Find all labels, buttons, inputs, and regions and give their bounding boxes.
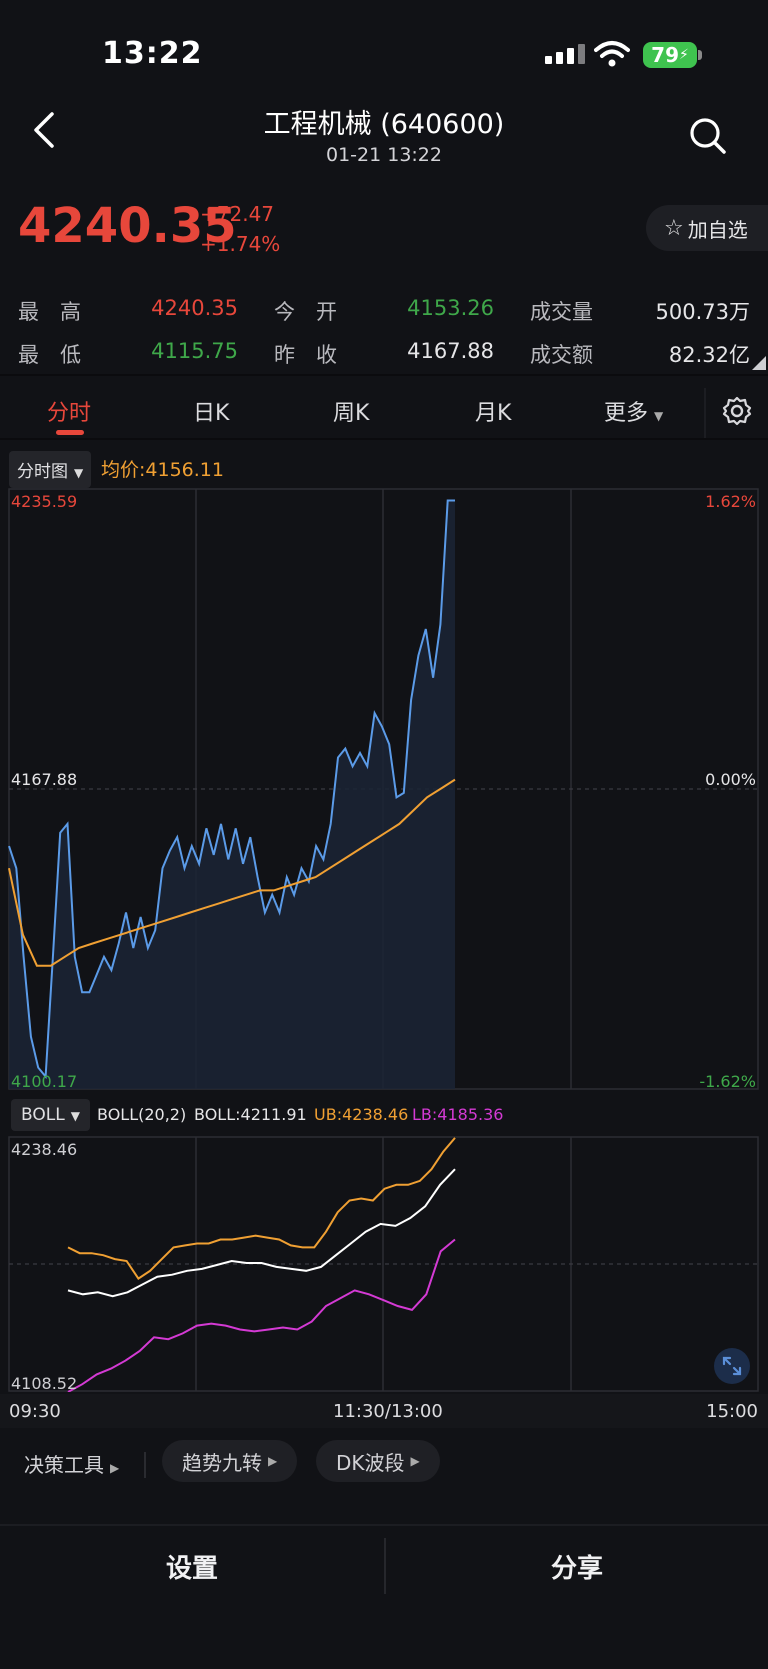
boll-ub: UB:4238.46 [314, 1105, 409, 1124]
back-arrow-icon[interactable] [30, 110, 58, 150]
bottom-divider [384, 1538, 386, 1594]
boll-mid-line [67, 1168, 456, 1298]
tab-monthly-k[interactable]: 月K [475, 401, 512, 426]
page-title: 工程机械 (640600) [263, 109, 505, 140]
dropdown-arrow-icon: ▼ [70, 1109, 80, 1123]
price-area-fill [9, 500, 455, 1089]
high-value: 4240.35 [151, 296, 238, 320]
status-time: 13:22 [102, 36, 203, 71]
boll-lb: LB:4185.36 [412, 1105, 504, 1124]
boll-chart[interactable] [0, 1136, 768, 1392]
battery-tip [698, 50, 702, 60]
current-price: 4240.35 [18, 198, 237, 254]
y-axis-top: 4235.59 [11, 492, 78, 511]
pct-axis-bottom: -1.62% [699, 1072, 756, 1091]
price-line [8, 499, 455, 1080]
tab-daily-k[interactable]: 日K [193, 401, 230, 426]
boll-mid: BOLL:4211.91 [194, 1105, 307, 1124]
dropdown-arrow-icon: ▼ [74, 466, 84, 480]
volume-value: 500.73万 [655, 300, 750, 324]
boll-y-bottom: 4108.52 [11, 1374, 78, 1393]
chart-mode-select[interactable]: 分时图 ▼ [9, 451, 92, 488]
intraday-chart[interactable] [0, 488, 768, 1093]
high-label: 最 高 [18, 300, 81, 324]
indicator-label: BOLL [21, 1105, 65, 1125]
tab-more-label: 更多 [604, 401, 649, 426]
dk-band-button[interactable]: DK波段 ▶ [316, 1440, 440, 1482]
pct-axis-top: 1.62% [705, 492, 756, 511]
expand-corner-icon[interactable] [752, 356, 766, 370]
trend-nine-label: 趋势九转 [182, 1450, 262, 1475]
divider [0, 438, 768, 440]
amount-label: 成交额 [530, 343, 593, 367]
search-icon[interactable] [688, 116, 728, 156]
open-value: 4153.26 [407, 296, 494, 320]
fullscreen-button[interactable] [714, 1348, 750, 1384]
y-axis-mid: 4167.88 [11, 770, 78, 789]
boll-lb-line [67, 1238, 456, 1392]
pct-axis-mid: 0.00% [705, 770, 756, 789]
chevron-right-icon: ▶ [410, 1454, 420, 1468]
amount-value: 82.32亿 [668, 343, 750, 367]
boll-params: BOLL(20,2) [97, 1105, 187, 1124]
dropdown-arrow-icon: ▼ [654, 409, 664, 423]
page-subtitle: 01-21 13:22 [325, 144, 442, 166]
decision-tools-button[interactable]: 决策工具 ▶ [24, 1449, 119, 1478]
chart-mode-label: 分时图 [17, 462, 68, 482]
divider [0, 374, 768, 376]
wifi-icon [594, 41, 630, 67]
chevron-right-icon: ▶ [110, 1461, 120, 1475]
share-button[interactable]: 分享 [550, 1554, 603, 1584]
time-mid: 11:30/13:00 [333, 1401, 443, 1422]
dk-band-label: DK波段 [336, 1450, 405, 1475]
open-label: 今 开 [274, 300, 337, 324]
volume-label: 成交量 [530, 300, 593, 324]
battery-level: 79 [651, 43, 679, 67]
tab-more[interactable]: 更多 ▼ [604, 395, 663, 427]
battery-icon: 79 ⚡ [643, 42, 697, 68]
change-percent: +1.74% [200, 232, 281, 256]
tab-weekly-k[interactable]: 周K [333, 401, 370, 426]
trend-nine-button[interactable]: 趋势九转 ▶ [162, 1440, 298, 1482]
average-price-line [8, 778, 456, 967]
decision-tools-label: 决策工具 [24, 1453, 104, 1477]
average-price: 均价:4156.11 [101, 459, 224, 481]
tab-divider [704, 388, 706, 438]
prev-close-label: 昨 收 [274, 343, 337, 367]
low-label: 最 低 [18, 343, 81, 367]
tab-intraday[interactable]: 分时 [47, 401, 92, 426]
low-value: 4115.75 [151, 339, 238, 363]
tools-divider [144, 1452, 146, 1478]
indicator-select[interactable]: BOLL ▼ [11, 1099, 90, 1131]
add-watchlist-button[interactable]: ☆ 加自选 [646, 205, 768, 251]
add-watchlist-label: 加自选 [687, 217, 748, 242]
boll-y-top: 4238.46 [11, 1140, 78, 1159]
settings-button[interactable]: 设置 [165, 1554, 218, 1584]
chevron-right-icon: ▶ [268, 1454, 278, 1468]
active-tab-indicator [56, 430, 84, 435]
time-end: 15:00 [706, 1401, 758, 1422]
prev-close-value: 4167.88 [407, 339, 494, 363]
time-axis [0, 1394, 768, 1428]
change-value: +72.47 [200, 202, 275, 226]
time-start: 09:30 [9, 1401, 61, 1422]
expand-icon [722, 1356, 742, 1376]
gear-icon[interactable] [722, 396, 752, 426]
star-icon: ☆ [664, 215, 684, 241]
boll-ub-line [67, 1137, 456, 1280]
price-change: +72.47 +1.74% [200, 199, 280, 259]
cellular-signal-icon [545, 44, 585, 64]
y-axis-bottom: 4100.17 [11, 1072, 78, 1091]
